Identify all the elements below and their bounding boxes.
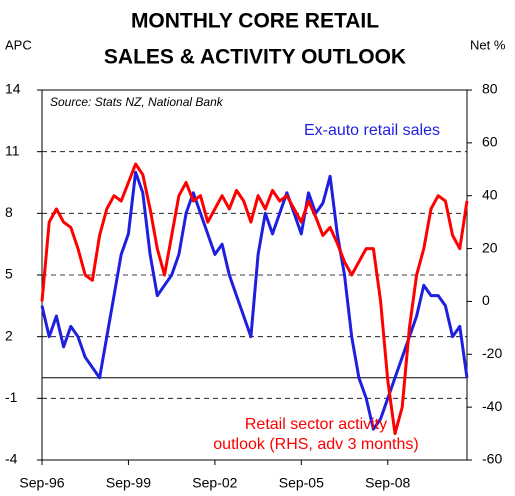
y2-tick-label: 60 [482,134,498,150]
x-tick-label: Sep-99 [106,475,151,491]
series-label: Retail sector activity [245,416,387,433]
y-axis-label: APC [5,37,32,52]
y2-tick-label: 80 [482,81,498,97]
y-tick-label: -1 [5,389,18,405]
series-label: outlook (RHS, adv 3 months) [213,436,418,453]
y-tick-label: 8 [5,204,13,220]
y-tick-label: 5 [5,266,13,282]
y2-axis-label: Net % [470,37,506,52]
series-label: Ex-auto retail sales [304,122,440,139]
source-note: Source: Stats NZ, National Bank [50,95,224,109]
y2-tick-label: 40 [482,186,498,202]
y2-tick-label: 0 [482,292,490,308]
x-tick-label: Sep-08 [365,475,410,491]
series-line [40,170,469,431]
series-line [40,162,469,436]
y-tick-label: 14 [5,81,21,97]
y-tick-label: 2 [5,327,13,343]
x-tick-label: Sep-05 [279,475,324,491]
chart-title: MONTHLY CORE RETAIL [131,10,379,33]
y-tick-label: 11 [5,142,20,158]
chart-title: SALES & ACTIVITY OUTLOOK [104,46,406,69]
y2-tick-label: -20 [482,345,502,361]
y2-tick-label: 20 [482,239,498,255]
x-tick-label: Sep-96 [19,475,64,491]
y2-tick-label: -40 [482,398,502,414]
x-tick-label: Sep-02 [192,475,237,491]
y2-tick-label: -60 [482,451,502,467]
y-tick-label: -4 [5,451,18,467]
